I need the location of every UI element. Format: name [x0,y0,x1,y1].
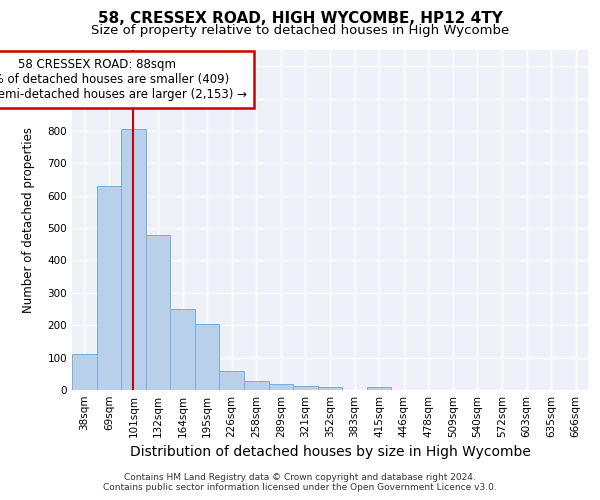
Bar [293,386,318,390]
Bar [146,235,170,390]
Bar [244,381,269,390]
Bar [318,388,342,390]
Bar [220,370,244,390]
Bar [195,324,220,390]
Bar [269,384,293,390]
Text: Contains HM Land Registry data © Crown copyright and database right 2024.
Contai: Contains HM Land Registry data © Crown c… [103,473,497,492]
Bar [72,354,97,390]
Text: 58, CRESSEX ROAD, HIGH WYCOMBE, HP12 4TY: 58, CRESSEX ROAD, HIGH WYCOMBE, HP12 4TY [98,11,502,26]
Y-axis label: Number of detached properties: Number of detached properties [22,127,35,313]
Bar [97,186,121,390]
Text: Size of property relative to detached houses in High Wycombe: Size of property relative to detached ho… [91,24,509,37]
Bar [170,310,195,390]
X-axis label: Distribution of detached houses by size in High Wycombe: Distribution of detached houses by size … [130,446,530,460]
Text: 58 CRESSEX ROAD: 88sqm
← 16% of detached houses are smaller (409)
83% of semi-de: 58 CRESSEX ROAD: 88sqm ← 16% of detached… [0,58,247,100]
Bar [367,388,391,390]
Bar [121,130,146,390]
